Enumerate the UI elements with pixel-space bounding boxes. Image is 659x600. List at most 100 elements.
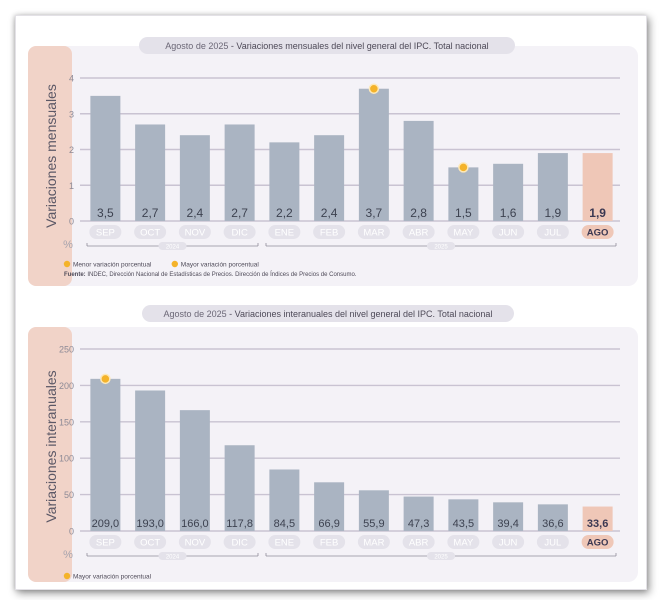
- month-pill: [402, 225, 435, 239]
- value-label: 47,3: [408, 518, 429, 530]
- bar: [90, 95, 121, 221]
- value-label: 2,4: [321, 206, 338, 220]
- month-pill: [536, 225, 569, 239]
- x-tick-label: ABR: [409, 228, 429, 239]
- unit-label: %: [63, 549, 73, 561]
- month-pill: [223, 225, 256, 239]
- month-pill: [581, 225, 614, 239]
- month-pill: [357, 225, 390, 239]
- x-tick-label: JUL: [544, 538, 561, 549]
- month-pill: [581, 535, 614, 549]
- month-pill: [357, 535, 390, 549]
- x-tick-label: JUL: [544, 228, 561, 239]
- month-pill: [89, 535, 122, 549]
- bar: [537, 504, 568, 531]
- year-pill: [158, 552, 187, 560]
- value-label: 2,7: [231, 206, 248, 220]
- bar: [314, 135, 345, 221]
- x-tick-label: OCT: [140, 228, 160, 239]
- month-pill: [492, 225, 525, 239]
- monthly-variation-chart: Variaciones mensuales Agosto de 2025 - Va…: [28, 37, 638, 286]
- y-axis-label: Variaciones mensuales: [43, 84, 59, 228]
- max-marker: [368, 83, 380, 94]
- chart-title: Agosto de 2025 - Variaciones interanuale…: [164, 309, 493, 319]
- month-pill: [492, 535, 525, 549]
- year-label: 2024: [166, 555, 180, 561]
- month-pill: [313, 225, 346, 239]
- year-pill: [427, 242, 455, 250]
- legend-marker: [63, 572, 71, 580]
- title-pill: [139, 37, 515, 54]
- x-tick-label: DIC: [231, 538, 248, 549]
- month-pill: [402, 535, 435, 549]
- bar: [179, 410, 210, 531]
- month-pill: [268, 535, 301, 549]
- x-tick-label: AGO: [587, 228, 609, 239]
- bar: [582, 506, 613, 531]
- year-label: 2025: [434, 555, 448, 561]
- value-label: 2,8: [410, 206, 427, 220]
- y-tick-label: 4: [69, 74, 74, 84]
- month-pill: [134, 225, 167, 239]
- value-label: 2,2: [276, 206, 293, 220]
- bar: [135, 124, 166, 221]
- y-tick-label: 250: [59, 345, 74, 355]
- bar: [224, 124, 255, 221]
- year-label: 2024: [166, 245, 180, 251]
- x-tick-label: ABR: [409, 538, 429, 549]
- x-tick-label: ENE: [275, 228, 295, 239]
- x-tick-label: MAR: [363, 228, 384, 239]
- value-label: 1,6: [500, 206, 517, 220]
- legend-marker: [171, 260, 178, 268]
- value-label: 36,6: [542, 518, 563, 530]
- bar: [135, 390, 166, 531]
- bar: [269, 142, 300, 221]
- x-tick-label: NOV: [185, 538, 206, 549]
- title-text: - Variaciones mensuales del nivel genera…: [228, 41, 488, 51]
- value-label: 1,9: [545, 206, 562, 220]
- value-label: 1,9: [589, 206, 606, 220]
- title-pill: [142, 305, 514, 322]
- value-label: 209,0: [92, 518, 120, 530]
- yearly-variation-chart: Variaciones interanuales Agosto de 2025 -…: [28, 305, 638, 582]
- month-pill: [223, 535, 256, 549]
- x-tick-label: MAR: [363, 538, 384, 549]
- bar: [537, 153, 568, 221]
- month-pill: [447, 225, 480, 239]
- bar: [269, 469, 300, 531]
- title-text: - Variaciones interanuales del nivel gen…: [227, 309, 493, 319]
- y-axis-label: Variaciones interanuales: [43, 370, 59, 522]
- legend-label: Mayor variación porcentual: [73, 574, 152, 581]
- x-tick-label: AGO: [587, 538, 609, 549]
- year-pill: [427, 552, 455, 560]
- year-pill: [158, 242, 187, 250]
- legend-label: Mayor variación porcentual: [181, 262, 260, 269]
- min-marker: [458, 162, 469, 173]
- bar: [314, 482, 345, 531]
- y-label-tab: [28, 46, 72, 286]
- x-tick-label: DIC: [231, 228, 248, 239]
- y-tick-label: 1: [69, 181, 74, 191]
- x-tick-label: ENE: [275, 538, 295, 549]
- y-label-tab: [28, 327, 72, 582]
- legend-marker: [63, 260, 71, 268]
- y-tick-label: 3: [69, 109, 74, 119]
- year-label: 2025: [434, 245, 448, 251]
- bar: [358, 490, 389, 531]
- bar: [448, 167, 479, 221]
- source-note: Fuente: INDEC, Dirección Nacional de Est…: [64, 271, 357, 278]
- month-pill: [178, 535, 211, 549]
- value-label: 43,5: [453, 518, 474, 530]
- chart-title: Agosto de 2025 - Variaciones mensuales d…: [165, 41, 488, 51]
- value-label: 1,5: [455, 206, 472, 220]
- value-label: 3,7: [366, 206, 383, 220]
- y-tick-label: 50: [64, 490, 74, 500]
- bar: [582, 153, 613, 221]
- y-tick-label: 0: [69, 217, 74, 227]
- source-text: INDEC, Dirección Nacional de Estadística…: [86, 271, 357, 278]
- bar: [403, 496, 434, 531]
- value-label: 117,8: [226, 518, 253, 530]
- month-pill: [89, 225, 122, 239]
- y-tick-label: 200: [59, 381, 74, 391]
- value-label: 2,7: [142, 206, 159, 220]
